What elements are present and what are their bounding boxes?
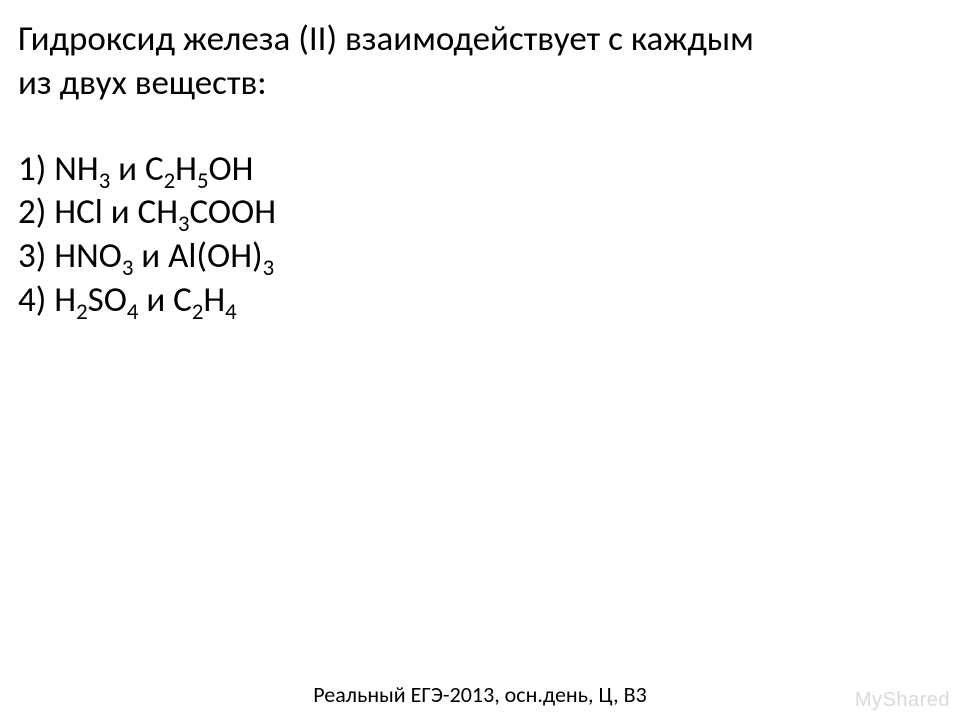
subscript: 2: [76, 298, 88, 326]
question-line-1: Гидроксид железа (II) взаимодействует с …: [18, 18, 754, 60]
option-number: 4): [18, 279, 46, 321]
formula-part: SO: [88, 279, 127, 321]
subscript: 3: [263, 254, 275, 282]
question-text: Гидроксид железа (II) взаимодействует с …: [18, 18, 942, 106]
option-3: 3) HNO3 и Al(OH)3: [18, 235, 942, 279]
slide-footer: Реальный ЕГЭ-2013, осн.день, Ц, В3: [0, 681, 960, 708]
answer-options: 1) NH3 и C2H5OH 2) HCl и CH3COOH 3) HNO 3…: [18, 148, 942, 323]
subscript: 4: [127, 298, 139, 326]
option-number: 1): [18, 148, 46, 190]
formula-part: H: [175, 148, 197, 190]
option-number: 2): [18, 191, 46, 233]
formula-part: COOH: [190, 191, 277, 233]
formula-part: NH: [54, 148, 98, 190]
question-line-2: из двух веществ:: [18, 62, 267, 104]
formula-part: H: [54, 279, 76, 321]
formula-part: и C: [138, 279, 191, 321]
option-1: 1) NH3 и C2H5OH: [18, 148, 942, 192]
formula-part: и C: [110, 148, 163, 190]
formula-part: и Al(OH): [133, 235, 262, 277]
option-number: 3): [18, 235, 46, 277]
formula-part: OH: [209, 148, 254, 190]
option-2: 2) HCl и CH3COOH: [18, 191, 942, 235]
watermark: MyShared: [855, 689, 950, 712]
option-4: 4) H2SO4 и C2H4: [18, 279, 942, 323]
formula-part: HCl и CH: [54, 191, 178, 233]
formula-part: H: [203, 279, 225, 321]
subscript: 4: [225, 298, 237, 326]
subscript: 2: [192, 298, 204, 326]
formula-part: HNO: [54, 235, 122, 277]
slide: Гидроксид железа (II) взаимодействует с …: [0, 0, 960, 720]
